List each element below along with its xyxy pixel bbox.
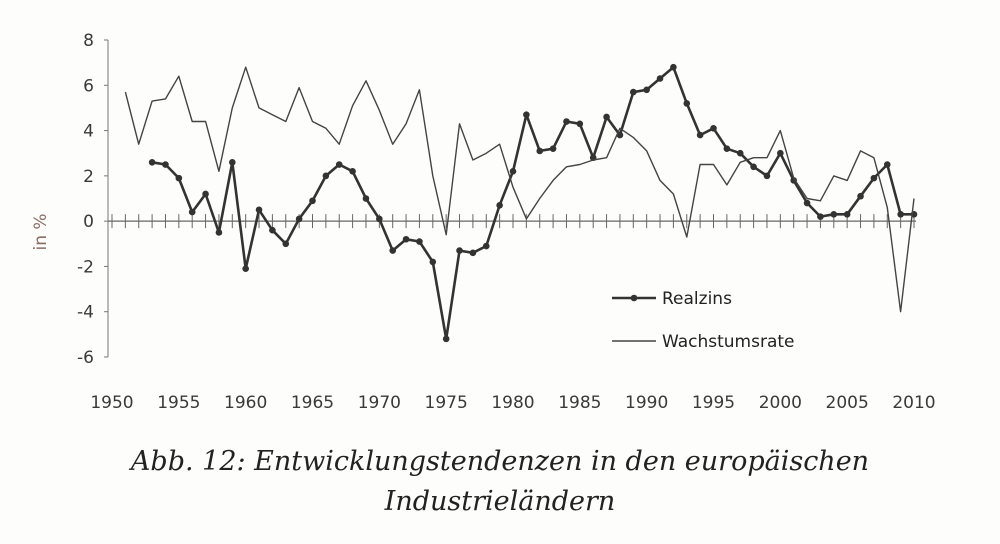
data-point-realzins: [282, 240, 290, 248]
data-point-realzins: [777, 149, 784, 157]
data-point-realzins: [482, 242, 490, 250]
x-tick-label: 2005: [826, 393, 869, 413]
data-point-realzins: [215, 229, 223, 236]
data-point-realzins: [883, 161, 891, 168]
data-point-realzins: [897, 211, 904, 218]
series-line-realzins: [151, 65, 914, 341]
data-point-realzins: [242, 265, 249, 272]
data-point-realzins: [188, 208, 196, 216]
data-point-realzins: [683, 100, 691, 107]
data-point-realzins: [456, 247, 463, 254]
legend-label-realzins: Realzins: [662, 289, 732, 309]
data-point-realzins: [763, 172, 771, 180]
data-point-realzins: [750, 163, 757, 171]
data-point-realzins: [843, 211, 851, 218]
x-tick-label: 1995: [692, 393, 735, 413]
data-point-realzins: [349, 168, 356, 175]
data-point-realzins: [469, 249, 477, 257]
data-point-realzins: [656, 75, 664, 82]
x-tick-label: 1975: [425, 393, 468, 413]
data-point-realzins: [162, 161, 169, 168]
data-point-realzins: [335, 161, 343, 168]
x-tick-label: 2010: [892, 393, 935, 413]
x-tick-label: 1985: [558, 393, 601, 413]
data-point-realzins: [790, 177, 797, 184]
data-point-realzins: [603, 113, 610, 121]
y-tick-label: 2: [83, 167, 94, 187]
data-point-realzins: [389, 247, 397, 254]
y-tick-label: 6: [83, 76, 94, 96]
data-point-realzins: [710, 125, 717, 132]
x-tick-label: 1980: [491, 393, 534, 413]
data-point-realzins: [630, 88, 637, 96]
data-point-realzins: [576, 120, 584, 128]
data-point-realzins: [830, 211, 838, 218]
data-point-realzins: [295, 215, 303, 223]
legend-label-wachstumsrate: Wachstumsrate: [662, 332, 795, 352]
data-point-realzins: [817, 213, 824, 220]
data-point-realzins: [536, 147, 544, 155]
x-tick-label: 1960: [224, 393, 267, 413]
data-point-realzins: [229, 158, 236, 166]
data-point-realzins: [563, 118, 570, 125]
data-point-realzins: [549, 145, 557, 152]
data-point-realzins: [857, 192, 864, 200]
data-point-realzins: [175, 174, 183, 182]
data-point-realzins: [670, 63, 677, 71]
chart-series: [124, 63, 918, 343]
x-tick-label: 1950: [90, 393, 133, 413]
data-point-realzins: [723, 145, 731, 152]
x-tick-label: 1965: [291, 393, 334, 413]
data-point-realzins: [429, 258, 437, 266]
data-point-realzins: [376, 215, 383, 223]
y-tick-label: 0: [83, 212, 94, 232]
x-axis: 1950 1955 1960 1965 1970 1975 1980 1985 1990 1995…: [90, 214, 936, 413]
data-point-realzins: [509, 168, 517, 175]
figure-caption-line-2: Industrieländern: [384, 486, 616, 517]
data-point-realzins: [416, 238, 423, 245]
data-point-realzins: [736, 149, 744, 157]
data-point-realzins: [696, 131, 704, 139]
data-point-realzins: [523, 111, 530, 119]
y-tick-label: 4: [83, 122, 94, 142]
data-point-realzins: [362, 195, 370, 202]
data-point-realzins: [309, 197, 316, 205]
data-point-realzins: [202, 190, 209, 198]
data-point-realzins: [643, 86, 650, 94]
y-tick-label: -2: [77, 257, 94, 277]
y-axis-label: in %: [31, 213, 51, 250]
data-point-realzins: [803, 199, 811, 207]
x-tick-label: 2000: [759, 393, 802, 413]
data-point-realzins: [870, 174, 878, 182]
y-axis: 8 6 4 2 0 -2 -4 -6: [77, 31, 109, 368]
data-point-realzins: [442, 335, 450, 343]
series-line-wachstumsrate: [124, 66, 915, 313]
data-point-realzins: [148, 158, 156, 166]
x-tick-label: 1955: [157, 393, 200, 413]
data-point-realzins: [322, 172, 330, 180]
x-tick-label: 1990: [625, 393, 668, 413]
line-chart: 8 6 4 2 0 -2 -4 -6 1950 1955 1960 1965 1970 1975 1980…: [31, 31, 936, 413]
x-tick-label: 1970: [358, 393, 401, 413]
y-tick-label: 8: [83, 31, 94, 51]
data-point-realzins: [402, 235, 410, 243]
data-point-realzins: [496, 201, 503, 209]
legend: Realzins Wachstumsrate: [612, 289, 795, 352]
data-point-realzins: [269, 226, 276, 234]
data-point-realzins: [255, 206, 263, 214]
legend-marker-realzins: [630, 294, 638, 302]
figure-caption-line-1: Abb. 12: Entwicklungstendenzen in den eu…: [130, 446, 870, 477]
y-tick-label: -4: [77, 303, 94, 323]
y-tick-label: -6: [77, 348, 94, 368]
